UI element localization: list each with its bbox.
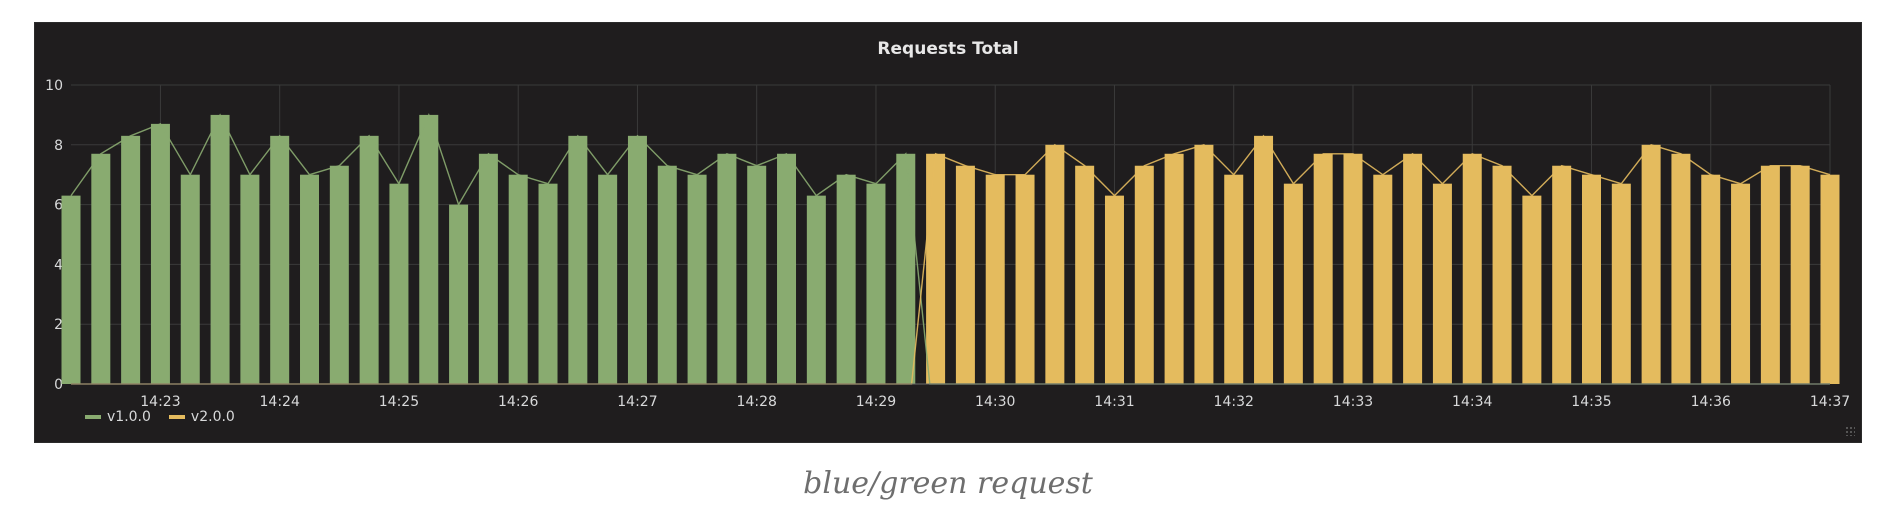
bar-v1 <box>896 153 916 384</box>
bar-v1 <box>419 114 439 385</box>
series-line-v2 <box>71 134 1831 385</box>
y-tick-label: 10 <box>45 78 63 94</box>
x-tick-label: 14:36 <box>1691 394 1731 410</box>
requests-total-panel: Requests Total 0 2 4 6 8 10 14:23 14:24 14:25 14:… <box>34 22 1862 443</box>
bar-v2 <box>1403 153 1423 384</box>
bar-v2 <box>926 153 946 384</box>
legend-item-v1[interactable]: v1.0.0 <box>85 409 151 425</box>
bar-v1 <box>150 123 170 385</box>
legend-label-v1: v1.0.0 <box>107 409 151 425</box>
bar-v1 <box>240 174 260 384</box>
y-tick-label: 2 <box>54 317 63 333</box>
bar-v2 <box>1641 144 1661 384</box>
requests-total-chart: 0 2 4 6 8 10 14:23 14:24 14:25 14:26 14:27 14:28 14:… <box>45 78 1850 410</box>
bar-v1 <box>836 174 856 384</box>
legend-swatch-v2 <box>168 415 185 419</box>
series-line-v1 <box>70 112 1830 385</box>
bar-v2 <box>1164 153 1184 384</box>
bar-v2 <box>1492 165 1512 384</box>
x-tick-label: 14:24 <box>260 394 300 410</box>
bar-v1 <box>508 174 528 384</box>
bar-v2 <box>1432 183 1452 384</box>
figure-caption: blue/green request <box>803 466 1093 501</box>
bar-v1 <box>777 153 797 384</box>
y-tick-label: 0 <box>54 377 63 393</box>
bar-v2 <box>1552 165 1572 384</box>
x-tick-label: 14:25 <box>379 394 419 410</box>
bar-v1 <box>568 135 588 384</box>
bar-v2 <box>1313 153 1333 384</box>
bar-v1 <box>449 204 469 384</box>
bar-v2 <box>985 174 1005 384</box>
bar-v2 <box>1075 165 1095 384</box>
chart-legend: v1.0.0 v2.0.0 <box>85 409 235 425</box>
bar-v1 <box>627 135 647 384</box>
panel-resize-handle[interactable] <box>1845 426 1855 436</box>
bar-v2 <box>1224 174 1244 384</box>
bar-v2 <box>1581 174 1601 384</box>
bar-v1 <box>359 135 379 384</box>
x-tick-label: 14:28 <box>737 394 777 410</box>
x-tick-label: 14:37 <box>1810 394 1850 410</box>
x-tick-label: 14:26 <box>498 394 538 410</box>
bar-v2 <box>1790 165 1810 384</box>
bar-v2 <box>1701 174 1721 384</box>
panel-title: Requests Total <box>877 39 1019 59</box>
bar-v2 <box>955 165 975 384</box>
bar-v2 <box>1194 144 1214 384</box>
bar-v1 <box>598 174 618 384</box>
bar-v1 <box>806 195 826 384</box>
y-tick-label: 6 <box>54 198 63 214</box>
x-tick-label: 14:27 <box>617 394 657 410</box>
bar-v2 <box>1462 153 1482 384</box>
bar-v2 <box>1283 183 1303 384</box>
bar-v2 <box>1373 174 1393 384</box>
bar-v1 <box>329 165 349 384</box>
legend-label-v2: v2.0.0 <box>190 409 235 425</box>
bar-v1 <box>389 183 409 384</box>
x-tick-label: 14:23 <box>140 394 180 410</box>
bar-v1 <box>180 174 200 384</box>
bar-v1 <box>717 153 737 384</box>
bar-v1 <box>300 174 320 384</box>
bar-v1 <box>91 153 111 384</box>
bar-v2 <box>1015 174 1035 384</box>
bar-v1 <box>687 174 707 384</box>
x-tick-label: 14:35 <box>1571 394 1611 410</box>
bar-v1 <box>121 135 141 384</box>
bar-v1 <box>538 183 558 384</box>
bar-v1 <box>657 165 677 384</box>
bar-v2 <box>1343 153 1363 384</box>
bar-v1 <box>747 165 767 384</box>
legend-item-v2[interactable]: v2.0.0 <box>168 409 235 425</box>
x-tick-label: 14:30 <box>975 394 1015 410</box>
x-tick-label: 14:33 <box>1333 394 1373 410</box>
bar-v2 <box>1522 195 1542 384</box>
bar-v1 <box>478 153 498 384</box>
bar-v2 <box>1254 135 1274 384</box>
x-tick-label: 14:29 <box>856 394 896 410</box>
bar-v2 <box>1731 183 1751 384</box>
bar-v2 <box>1611 183 1631 384</box>
bar-v2 <box>1104 195 1124 384</box>
bar-v2 <box>1671 153 1691 384</box>
bar-v2 <box>1760 165 1780 384</box>
y-tick-label: 4 <box>54 257 63 273</box>
x-tick-label: 14:32 <box>1214 394 1254 410</box>
bar-v2 <box>1820 174 1840 384</box>
bar-v1 <box>210 114 230 385</box>
x-tick-label: 14:34 <box>1452 394 1492 410</box>
bar-v1 <box>866 183 886 384</box>
bar-v1 <box>61 195 81 384</box>
x-tick-label: 14:31 <box>1094 394 1134 410</box>
bar-v2 <box>1134 165 1154 384</box>
bar-v1 <box>270 135 290 384</box>
legend-swatch-v1 <box>85 415 101 419</box>
bar-v2 <box>1045 144 1065 384</box>
y-tick-label: 8 <box>54 138 63 154</box>
